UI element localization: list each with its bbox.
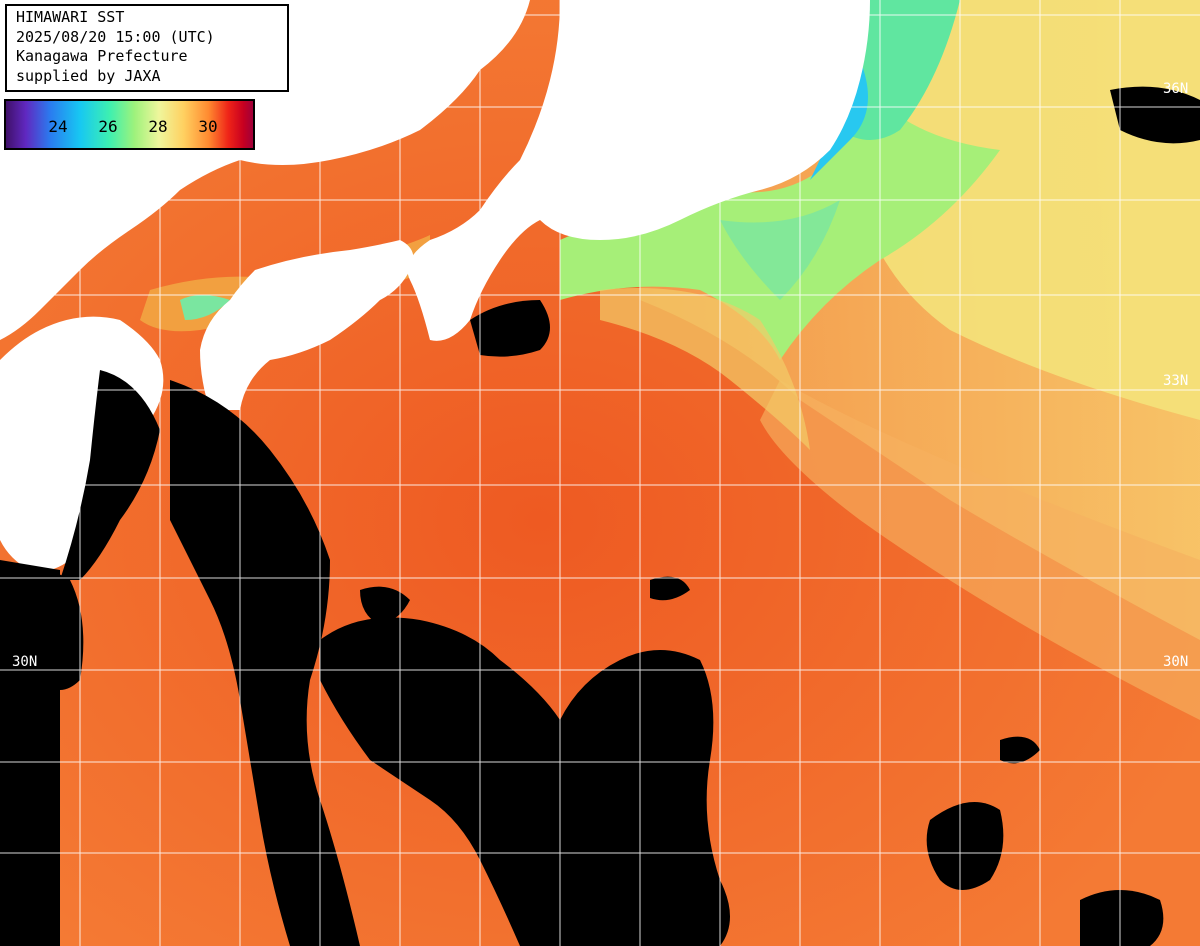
region-name: Kanagawa Prefecture — [16, 47, 188, 65]
teal-patch — [720, 200, 840, 300]
lat-label-30n-east: 30N — [1163, 654, 1189, 670]
colorbar-tick: 30 — [198, 117, 218, 136]
cloud-mask-spot-1 — [360, 586, 410, 625]
observation-time: 2025/08/20 15:00 (UTC) — [16, 27, 215, 46]
lat-label-36n: 36N — [1163, 81, 1189, 97]
lat-label-33n-east: 33N — [1163, 373, 1189, 389]
cloud-mask-se-2 — [1080, 890, 1164, 946]
colorbar-tick: 28 — [148, 117, 168, 136]
shikoku — [200, 240, 414, 410]
colorbar-tick: 26 — [98, 117, 118, 136]
cloud-mask-spot-2 — [1000, 736, 1040, 764]
yellow-tongue — [600, 288, 810, 450]
temperature-colorbar: 24 26 28 30 — [4, 99, 255, 150]
product-info-box: HIMAWARI SST 2025/08/20 15:00 (UTC) Kana… — [5, 4, 289, 92]
product-title: HIMAWARI SST — [16, 8, 125, 26]
transition-band — [760, 380, 1200, 720]
cloud-mask-west-channel — [170, 380, 360, 946]
cloud-mask-south-center — [320, 617, 730, 946]
cloud-mask-west-edge — [0, 560, 60, 946]
cloud-mask-se-1 — [926, 802, 1004, 890]
cyan-cool-water — [840, 0, 960, 140]
cloud-mask-spot-3 — [650, 576, 690, 601]
cloud-mask-ne — [1110, 86, 1200, 144]
honshu-east — [407, 0, 870, 341]
cloud-mask-kyushu-east — [60, 370, 160, 580]
inland-sea-green — [180, 295, 230, 320]
cloud-mask-kii — [470, 300, 550, 357]
colorbar-tick: 24 — [48, 117, 68, 136]
lat-label-30n-west: 30N — [12, 654, 38, 670]
data-credit: supplied by JAXA — [16, 66, 161, 85]
